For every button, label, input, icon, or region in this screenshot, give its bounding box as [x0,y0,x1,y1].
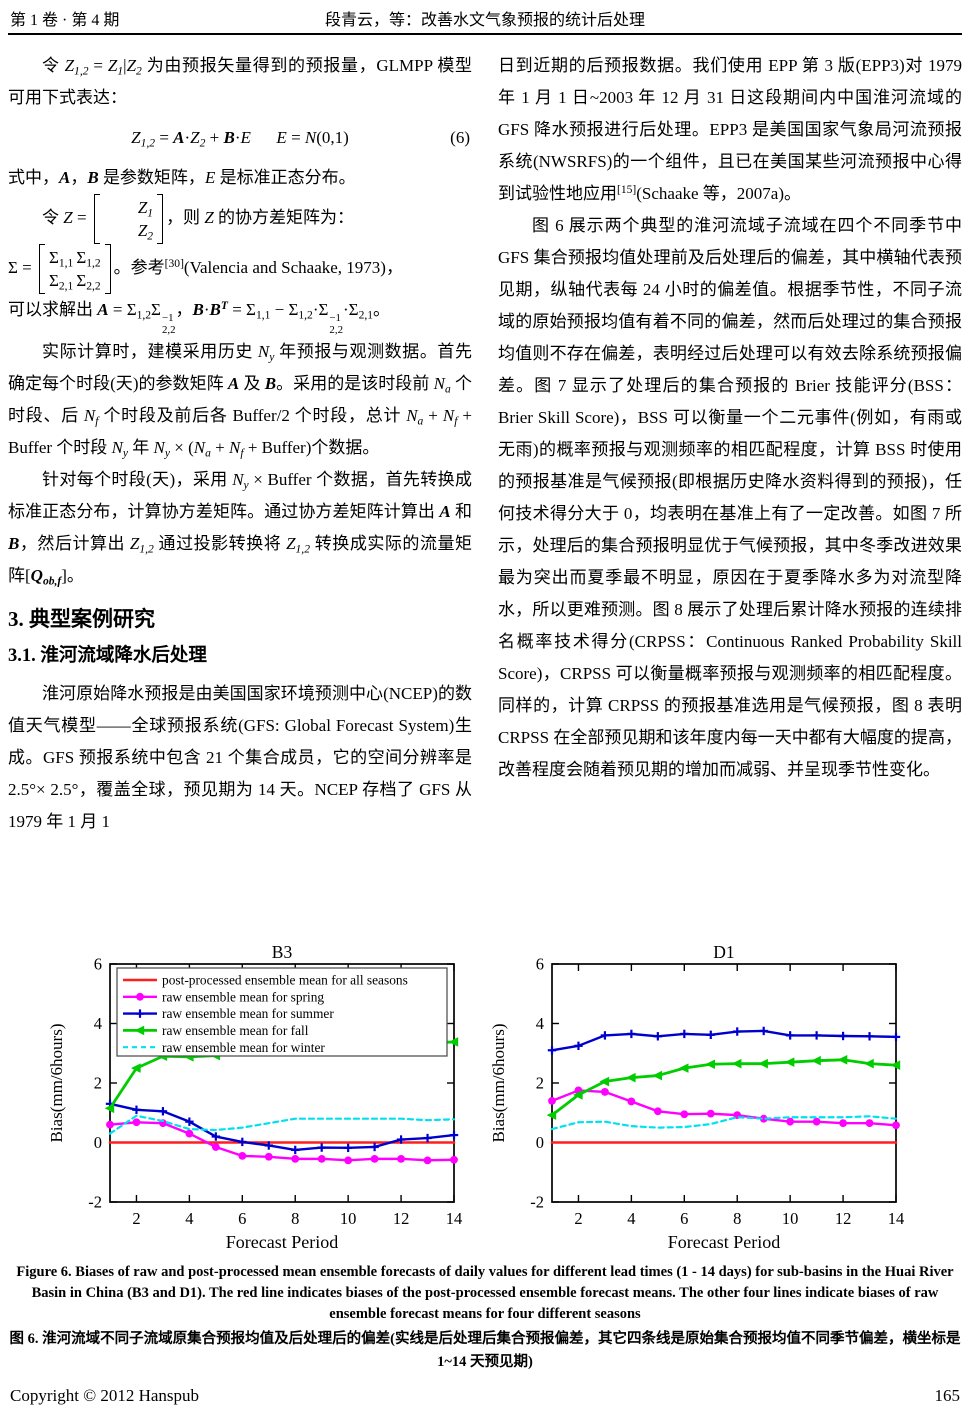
right-column: 日到近期的后预报数据。我们使用 EPP 第 3 版(EPP3)对 1979 年 … [498,50,962,942]
chart-b3: 2 4 6 8 10 12 14 -2 0 2 4 6 B3 Forecast Period Bias(mm… [48,942,463,1252]
header-issue: 第 1 卷 · 第 4 期 [10,12,120,29]
paragraph-parameter-matrices: 式中，A，B 是参数矩阵，E 是标准正态分布。 [8,168,356,187]
svg-text:6: 6 [536,955,544,974]
svg-text:4: 4 [94,1014,102,1033]
svg-text:10: 10 [782,1209,799,1228]
paragraph-epp3: 日到近期的后预报数据。我们使用 EPP 第 3 版(EPP3)对 1979 年 … [498,56,962,203]
svg-text:8: 8 [291,1209,299,1228]
svg-text:14: 14 [446,1209,463,1228]
bracket-right [104,244,111,294]
svg-text:6: 6 [94,955,102,974]
footer-copyright: Copyright © 2012 Hanspub [10,1386,200,1405]
matrix-z-cell-1: Z1 [137,198,154,220]
footer-page-number: 165 [934,1386,961,1405]
paragraph-glmpp-intro: 令 Z1,2 = Z1|Z2 为由预报矢量得到的预报量，GLMPP 模型可用下式… [8,56,472,107]
bracket-left [38,244,45,294]
svg-text:12: 12 [835,1209,852,1228]
equation-6: Z1,2 = A·Z2 + B·E E = N(0,1) (6) [8,121,472,155]
paragraph-figure-discussion: 图 6 展示两个典型的淮河流域子流域在四个不同季节中 GFS 集合预报均值处理前… [498,216,962,779]
figure-caption: Figure 6. Biases of raw and post-process… [6,1262,964,1374]
sigma-matrix-suffix: 。参考[30](Valencia and Schaake, 1973)， [113,257,403,277]
z-matrix-prefix: 令 Z = [42,207,91,227]
paragraph-z-vector: 令 Z = Z1 Z2 ，则 Z 的协方差矩阵为： [8,194,472,244]
figure-caption-en: Figure 6. Biases of raw and post-process… [16,1264,954,1322]
matrix-sigma-cell-12: Σ1,2 [76,248,101,270]
paragraph-projection-transform: 针对每个时段(天)，采用 Ny × Buffer 个数据，首先转换成标准正态分布… [8,470,472,588]
svg-text:raw ensemble mean for fall: raw ensemble mean for fall [162,1023,309,1038]
equation-6-body: Z1,2 = A·Z2 + B·E E = N(0,1) [131,128,349,150]
paragraph-huai-river-intro: 淮河原始降水预报是由美国国家环境预测中心(NCEP)的数值天气模型——全球预报系… [8,684,472,832]
header-divider [8,33,962,35]
matrix-sigma: Σ1,1 Σ1,2 Σ2,1 Σ2,2 [38,244,111,294]
svg-text:0: 0 [536,1133,544,1152]
chart-d1: 2 4 6 8 10 12 14 -2 0 2 4 6 D1 Forecast Period Bias(mm… [490,942,905,1252]
svg-text:6: 6 [680,1209,688,1228]
svg-text:6: 6 [238,1209,246,1228]
section-heading-3-1: 3.1. 淮河流域降水后处理 [8,646,207,667]
matrix-z: Z1 Z2 [93,194,164,244]
svg-text:10: 10 [340,1209,357,1228]
svg-text:2: 2 [94,1074,102,1093]
matrix-z-cell-2: Z2 [137,221,154,243]
svg-text:12: 12 [393,1209,410,1228]
svg-text:2: 2 [574,1209,582,1228]
matrix-sigma-cell-21: Σ2,1 [48,271,74,293]
svg-text:B3: B3 [272,942,293,962]
matrix-sigma-cell-11: Σ1,1 [48,248,74,270]
svg-text:4: 4 [536,1014,544,1033]
svg-text:Bias(mm/6hours): Bias(mm/6hours) [490,1024,508,1143]
svg-text:8: 8 [733,1209,741,1228]
svg-text:raw ensemble mean for summer: raw ensemble mean for summer [162,1006,334,1021]
sigma-matrix-prefix: Σ = [8,257,36,277]
z-matrix-suffix: ，则 Z 的协方差矩阵为： [166,207,355,227]
figure-6: 2 4 6 8 10 12 14 -2 0 2 4 6 B3 Forecast Period Bias(mm… [0,942,970,1260]
svg-text:2: 2 [132,1209,140,1228]
svg-text:raw ensemble mean for winter: raw ensemble mean for winter [162,1040,325,1055]
svg-text:raw ensemble mean for spring: raw ensemble mean for spring [162,989,324,1004]
bracket-right [157,194,164,244]
svg-text:4: 4 [185,1209,193,1228]
svg-text:D1: D1 [713,942,734,962]
paragraph-solution: 可以求解出 A = Σ1,2Σ −1 2,2 ，B·BT = Σ1,1 − Σ1,2·… [8,299,391,337]
figure-caption-zh: 图 6. 淮河流域不同子流域原集合预报均值及后处理后的偏差(实线是后处理后集合预… [9,1331,961,1370]
svg-text:-2: -2 [88,1193,102,1212]
svg-text:4: 4 [627,1209,635,1228]
svg-text:-2: -2 [530,1193,544,1212]
svg-text:2: 2 [536,1074,544,1093]
svg-text:post-processed ensemble mean f: post-processed ensemble mean for all sea… [162,973,408,988]
paragraph-calibration-data: 实际计算时，建模采用历史 Ny 年预报与观测数据。首先确定每个时段(天)的参数矩… [8,342,472,460]
paragraph-covariance-matrix: Σ = Σ1,1 Σ1,2 Σ2,1 Σ2,2 。参考[30](Valencia and… [8,244,472,294]
section-heading-3: 3. 典型案例研究 [8,607,155,632]
equation-6-number: (6) [450,128,470,147]
bracket-left [93,194,100,244]
page-footer: Copyright © 2012 Hanspub 165 [10,1386,960,1406]
header-running-title: 段青云，等：改善水文气象预报的统计后处理 [324,12,645,29]
svg-text:Bias(mm/6hours): Bias(mm/6hours) [48,1024,66,1143]
page-header: 第 1 卷 · 第 4 期 段青云，等：改善水文气象预报的统计后处理 [8,6,962,30]
svg-text:14: 14 [888,1209,905,1228]
svg-text:Forecast Period: Forecast Period [226,1232,338,1252]
svg-text:Forecast Period: Forecast Period [668,1232,780,1252]
matrix-sigma-cell-22: Σ2,2 [76,271,101,293]
left-column: 令 Z1,2 = Z1|Z2 为由预报矢量得到的预报量，GLMPP 模型可用下式… [8,50,472,942]
svg-text:0: 0 [94,1133,102,1152]
